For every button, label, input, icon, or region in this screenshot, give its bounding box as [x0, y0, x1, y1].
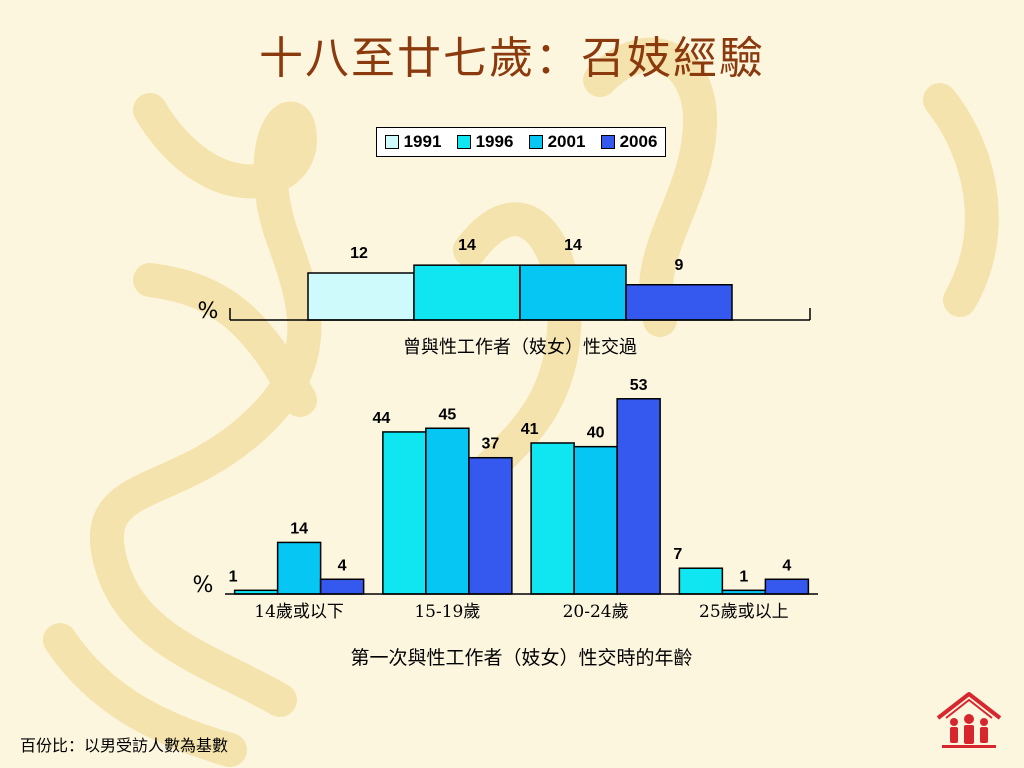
legend-swatch	[456, 135, 471, 149]
slide-title: 十八至廿七歲：召妓經驗	[259, 33, 765, 84]
organization-logo	[936, 692, 1002, 748]
bar-2006-0	[319, 578, 365, 595]
x-axis-category-label: 曾與性工作者（妓女）性交過	[403, 337, 637, 358]
bar-2006-1	[468, 456, 513, 595]
data-label-2006-3: 4	[782, 557, 791, 574]
data-label-2001-0: 14	[564, 237, 582, 254]
legend-label: 1996	[475, 132, 514, 151]
bar-1996-3	[678, 567, 724, 595]
bar-2006-2	[616, 398, 661, 595]
data-label-1996-3: 7	[673, 546, 682, 563]
x-tick-label-2: 20-24歲	[563, 602, 629, 622]
legend-item-1996: 1996	[456, 132, 514, 152]
legend-swatch	[384, 135, 399, 149]
bar-1996-1	[382, 431, 427, 595]
data-label-2006-0: 9	[675, 257, 684, 274]
bar-2001-0	[519, 264, 627, 321]
bar-1996-0	[413, 264, 521, 321]
x-tick-label-3: 25歲或以上	[699, 602, 789, 622]
data-label-1996-0: 14	[458, 237, 476, 254]
legend-item-2001: 2001	[528, 132, 586, 152]
data-label-1991-0: 12	[350, 245, 368, 262]
legend-label: 2001	[547, 132, 586, 151]
bar-2001-1	[425, 427, 470, 595]
legend-swatch	[600, 135, 615, 149]
x-tick-label-1: 15-19歲	[414, 602, 480, 622]
chart-legend: 1991 1996 2001 2006	[376, 127, 666, 157]
data-label-2001-0: 14	[290, 520, 308, 537]
data-label-1996-0: 1	[229, 568, 238, 585]
data-label-2001-2: 40	[587, 425, 605, 442]
bar-2001-2	[573, 445, 618, 595]
legend-swatch	[528, 135, 543, 149]
data-label-2006-0: 4	[338, 557, 347, 574]
y-axis-unit-label: %	[198, 299, 219, 324]
data-label-2001-1: 45	[438, 406, 456, 423]
data-label-2001-3: 1	[739, 568, 748, 585]
bar-1996-2	[530, 442, 575, 595]
y-axis-unit-label: %	[193, 573, 214, 598]
chart-caption: 第一次與性工作者（妓女）性交時的年齡	[350, 647, 692, 669]
data-label-2006-2: 53	[630, 377, 648, 394]
bar-2001-0	[276, 541, 322, 595]
x-tick-label-0: 14歲或以下	[254, 602, 344, 622]
legend-label: 1991	[403, 132, 442, 151]
data-label-2006-1: 37	[481, 436, 499, 453]
legend-item-1991: 1991	[384, 132, 442, 152]
bar-2006-0	[625, 284, 733, 321]
legend-label: 2006	[619, 132, 658, 151]
footnote: 百份比：以男受訪人數為基數	[20, 736, 229, 755]
bar-2006-3	[764, 578, 810, 595]
legend-item-2006: 2006	[600, 132, 658, 152]
data-label-1996-2: 41	[521, 421, 539, 438]
data-label-1996-1: 44	[372, 410, 390, 427]
